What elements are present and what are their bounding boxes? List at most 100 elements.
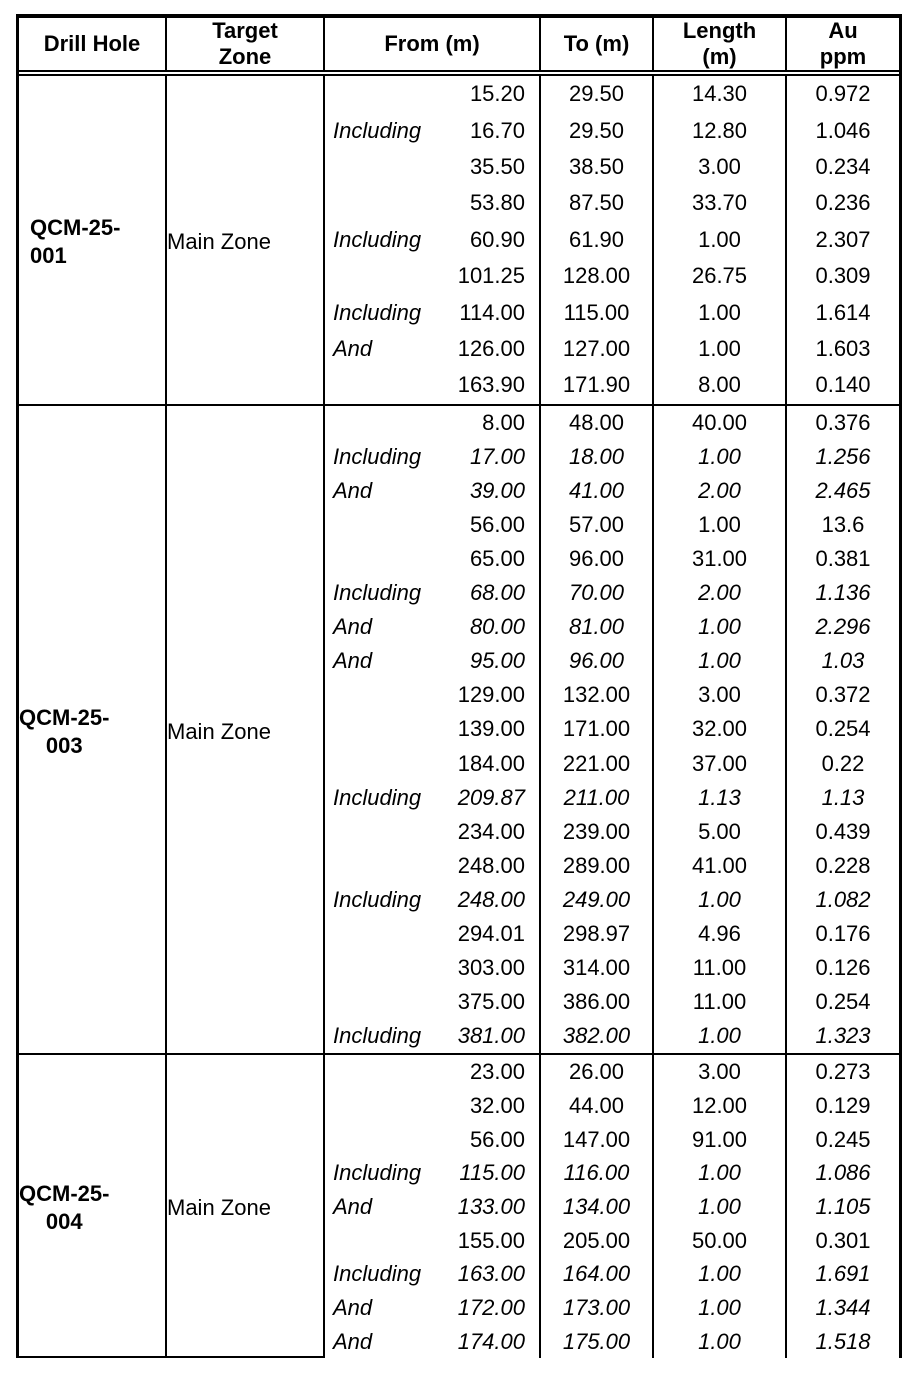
drill-hole-group: QCM-25- 004 Main Zone 23.00 26.00 3.00 0.273 3…: [19, 1053, 899, 1359]
from-cell: 23.00: [325, 1055, 539, 1089]
qualifier-label: And: [333, 1328, 373, 1354]
column-header-to: To (m): [539, 18, 652, 70]
from-value: 375.00: [457, 989, 525, 1015]
from-cell: Including 60.90: [325, 222, 539, 258]
from-value: 65.00: [469, 545, 525, 571]
from-cell: 32.00: [325, 1089, 539, 1123]
qualifier-label: And: [333, 614, 373, 640]
to-value: 175.00: [539, 1324, 652, 1359]
length-value: 1.00: [652, 1257, 785, 1292]
from-cell: Including 209.87: [325, 781, 539, 815]
length-value: 33.70: [652, 185, 785, 222]
to-value: 147.00: [539, 1122, 652, 1157]
from-value: 248.00: [457, 886, 525, 912]
au-value: 0.228: [785, 848, 899, 883]
drill-hole-id: QCM-25- 001: [30, 215, 121, 269]
table-row: And 133.00 134.00 1.00 1.105: [325, 1190, 899, 1224]
from-cell: 56.00: [325, 508, 539, 542]
from-cell: And 80.00: [325, 610, 539, 644]
from-value: 174.00: [457, 1328, 525, 1354]
au-value: 1.691: [785, 1257, 899, 1292]
target-zone-cell: Main Zone: [167, 405, 325, 1054]
length-value: 1.00: [652, 882, 785, 917]
from-value: 234.00: [457, 818, 525, 844]
target-zone-label: Main Zone: [167, 1195, 271, 1221]
from-value: 15.20: [469, 81, 525, 107]
from-value: 294.01: [457, 920, 525, 946]
from-cell: 15.20: [325, 76, 539, 112]
length-value: 2.00: [652, 575, 785, 611]
table-row: 56.00 57.00 1.00 13.6: [325, 507, 899, 542]
qualifier-label: Including: [333, 886, 422, 912]
au-value: 1.082: [785, 882, 899, 917]
table-row: Including 163.00 164.00 1.00 1.691: [325, 1257, 899, 1292]
au-value: 1.518: [785, 1324, 899, 1359]
from-cell: 56.00: [325, 1123, 539, 1157]
from-value: 60.90: [469, 226, 525, 252]
au-value: 0.376: [785, 405, 899, 440]
drill-hole-id: QCM-25- 004: [19, 1181, 110, 1235]
qualifier-label: Including: [333, 580, 422, 606]
to-value: 386.00: [539, 985, 652, 1020]
from-value: 155.00: [457, 1227, 525, 1253]
length-value: 5.00: [652, 814, 785, 849]
au-value: 0.972: [785, 76, 899, 113]
to-value: 57.00: [539, 507, 652, 542]
length-value: 1.13: [652, 780, 785, 815]
table-row: And 80.00 81.00 1.00 2.296: [325, 610, 899, 645]
au-value: 1.105: [785, 1190, 899, 1224]
length-value: 91.00: [652, 1122, 785, 1157]
from-value: 381.00: [457, 1023, 525, 1049]
qualifier-label: And: [333, 648, 373, 674]
table-row: Including 114.00 115.00 1.00 1.614: [325, 294, 899, 331]
to-value: 29.50: [539, 76, 652, 113]
length-value: 1.00: [652, 1291, 785, 1325]
from-cell: And 133.00: [325, 1190, 539, 1224]
length-value: 31.00: [652, 541, 785, 576]
length-value: 12.00: [652, 1088, 785, 1123]
length-value: 1.00: [652, 644, 785, 679]
from-cell: Including 114.00: [325, 294, 539, 330]
table-body: QCM-25- 001 Main Zone 15.20 29.50 14.30 0.972…: [19, 76, 899, 1359]
from-value: 8.00: [482, 409, 525, 435]
au-value: 1.256: [785, 439, 899, 474]
length-value: 1.00: [652, 294, 785, 331]
au-value: 0.254: [785, 712, 899, 747]
to-value: 382.00: [539, 1019, 652, 1054]
length-value: 11.00: [652, 951, 785, 986]
qualifier-label: Including: [333, 226, 422, 252]
to-value: 314.00: [539, 951, 652, 986]
from-cell: 248.00: [325, 849, 539, 883]
from-value: 95.00: [469, 648, 525, 674]
au-value: 1.086: [785, 1156, 899, 1191]
table-row: And 126.00 127.00 1.00 1.603: [325, 330, 899, 368]
to-value: 173.00: [539, 1291, 652, 1325]
length-value: 12.80: [652, 112, 785, 149]
from-cell: Including 163.00: [325, 1257, 539, 1291]
to-value: 48.00: [539, 405, 652, 440]
to-value: 29.50: [539, 112, 652, 149]
to-value: 116.00: [539, 1156, 652, 1191]
drill-hole-id: QCM-25- 003: [19, 704, 110, 758]
table-row: Including 209.87 211.00 1.13 1.13: [325, 780, 899, 815]
qualifier-label: Including: [333, 443, 422, 469]
drill-hole-cell: QCM-25- 004: [19, 1055, 167, 1359]
length-value: 32.00: [652, 712, 785, 747]
au-value: 0.140: [785, 367, 899, 404]
to-value: 205.00: [539, 1223, 652, 1258]
length-value: 26.75: [652, 257, 785, 295]
table-header-row: Drill Hole Target Zone From (m) To (m) L…: [19, 18, 899, 76]
to-value: 134.00: [539, 1190, 652, 1224]
column-header-length: Length (m): [652, 18, 785, 70]
from-value: 133.00: [457, 1193, 525, 1219]
qualifier-label: And: [333, 1193, 373, 1219]
to-value: 171.90: [539, 367, 652, 404]
au-value: 2.296: [785, 610, 899, 645]
table-row: Including 60.90 61.90 1.00 2.307: [325, 221, 899, 258]
au-value: 0.176: [785, 916, 899, 952]
au-value: 1.603: [785, 330, 899, 368]
target-zone-label: Main Zone: [167, 229, 271, 255]
from-cell: 139.00: [325, 712, 539, 746]
to-value: 221.00: [539, 746, 652, 781]
